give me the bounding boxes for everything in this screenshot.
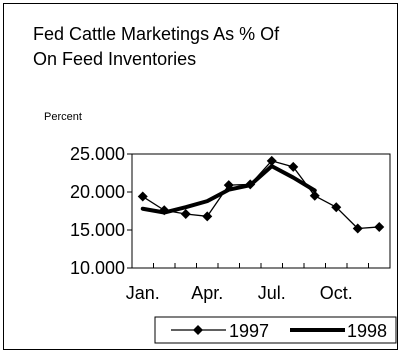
series-line-1998 <box>140 164 317 215</box>
y-tick-label: 10.000 <box>70 258 125 278</box>
legend: 1997 1998 <box>154 316 397 344</box>
chart-frame <box>3 3 398 350</box>
data-point-1997 <box>288 161 299 172</box>
data-point-1997 <box>374 221 385 232</box>
x-tick-label: Jul. <box>258 283 286 303</box>
x-tick-label: Jan. <box>126 283 160 303</box>
chart-title: Fed Cattle Marketings As % Of On Feed In… <box>33 24 280 69</box>
data-point-1997 <box>137 191 148 202</box>
y-tick-label: 15.000 <box>70 220 125 240</box>
data-point-1997 <box>352 223 363 234</box>
data-point-1997 <box>180 209 191 220</box>
data-point-1997 <box>202 211 213 222</box>
x-tick-label: Oct. <box>320 283 353 303</box>
y-tick-label: 20.000 <box>70 182 125 202</box>
x-tick-label: Apr. <box>191 283 223 303</box>
legend-marker-1997 <box>193 325 203 335</box>
series-line-1997 <box>142 160 380 230</box>
data-point-1997 <box>309 190 320 201</box>
legend-label-1998: 1998 <box>347 321 387 341</box>
data-point-1997 <box>266 155 277 166</box>
series-layer <box>137 155 385 234</box>
y-axis-label: Percent <box>44 111 82 123</box>
legend-label-1997: 1997 <box>229 321 269 341</box>
y-tick-label: 25.000 <box>70 144 125 164</box>
data-point-1997 <box>331 202 342 213</box>
